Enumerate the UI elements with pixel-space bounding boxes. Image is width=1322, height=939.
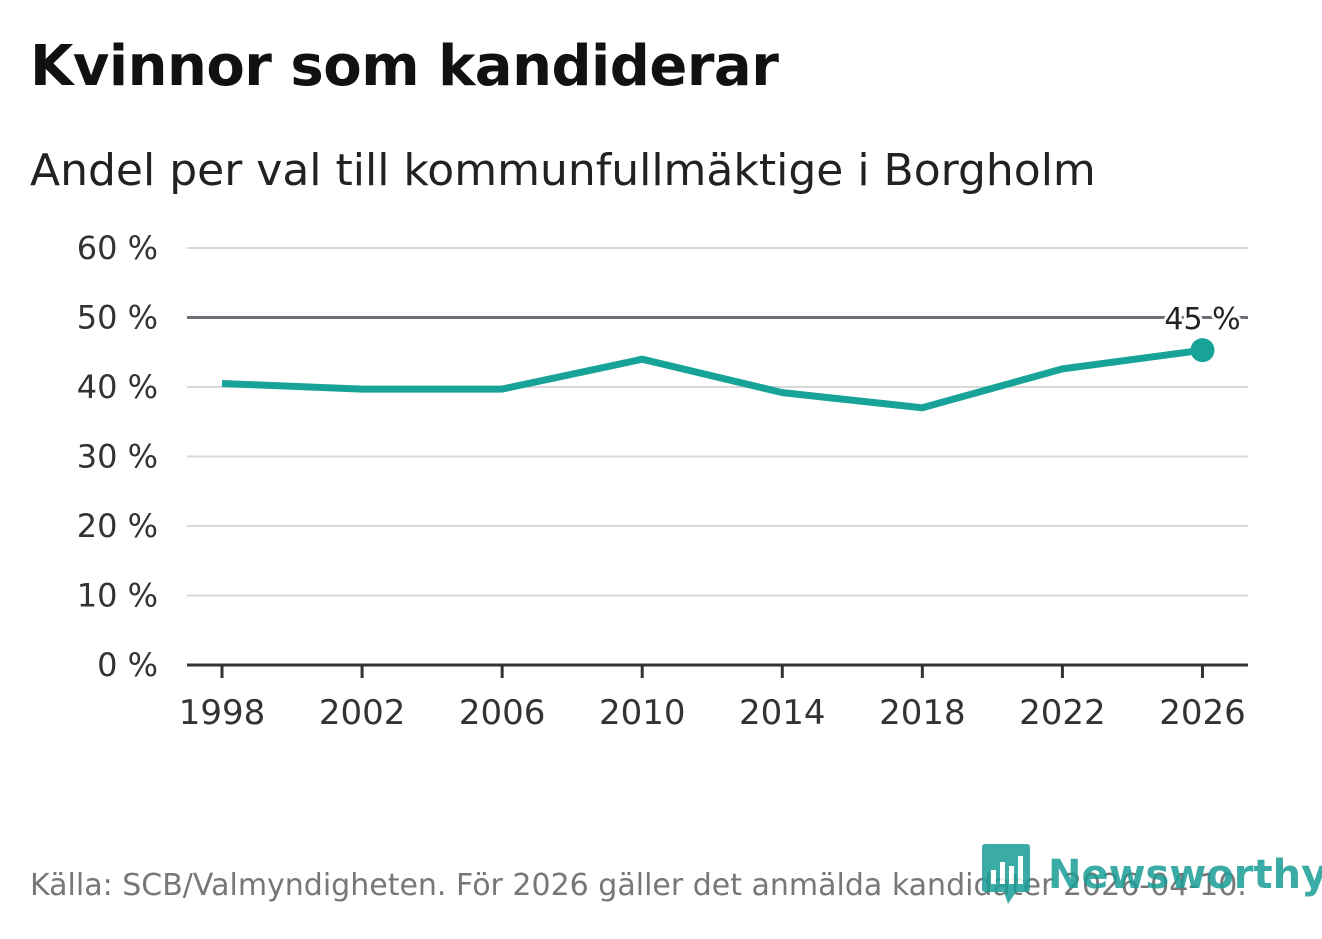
y-tick-label: 40 % <box>77 368 158 406</box>
x-tick-label: 2014 <box>739 693 826 733</box>
chart-title: Kvinnor som kandiderar <box>30 34 779 99</box>
brand-name: Newsworthy <box>1048 852 1322 898</box>
x-tick-label: 2026 <box>1159 693 1246 733</box>
y-tick-label: 0 % <box>97 646 158 684</box>
grid-layer <box>187 247 1248 667</box>
y-tick-label: 20 % <box>77 507 158 545</box>
x-tick-label: 2022 <box>1019 693 1106 733</box>
x-tick-label: 2002 <box>319 693 406 733</box>
end-value-label: 45 % <box>1164 302 1240 337</box>
x-tick-label: 2010 <box>599 693 686 733</box>
x-tick-label: 1998 <box>179 693 266 733</box>
x-axis-ticks: 1998 2002 2006 2010 2014 2018 2022 2026 <box>179 665 1246 733</box>
y-tick-label: 50 % <box>77 299 158 337</box>
source-note: Källa: SCB/Valmyndigheten. För 2026 gäll… <box>30 868 1247 903</box>
x-tick-label: 2018 <box>879 693 966 733</box>
brand-logo: Newsworthy <box>982 844 1322 906</box>
y-tick-label: 30 % <box>77 438 158 476</box>
y-tick-label: 60 % <box>77 229 158 267</box>
end-point-marker <box>1190 338 1215 363</box>
x-tick-label: 2006 <box>459 693 546 733</box>
newsworthy-logo-icon <box>982 844 1030 904</box>
series-layer: 45 % <box>221 299 1244 412</box>
y-tick-label: 10 % <box>77 577 158 615</box>
chart-subtitle: Andel per val till kommunfullmäktige i B… <box>30 145 1096 196</box>
series-line <box>221 346 1203 412</box>
y-axis-ticks: 0 % 10 % 20 % 30 % 40 % 50 % 60 % <box>77 229 158 684</box>
